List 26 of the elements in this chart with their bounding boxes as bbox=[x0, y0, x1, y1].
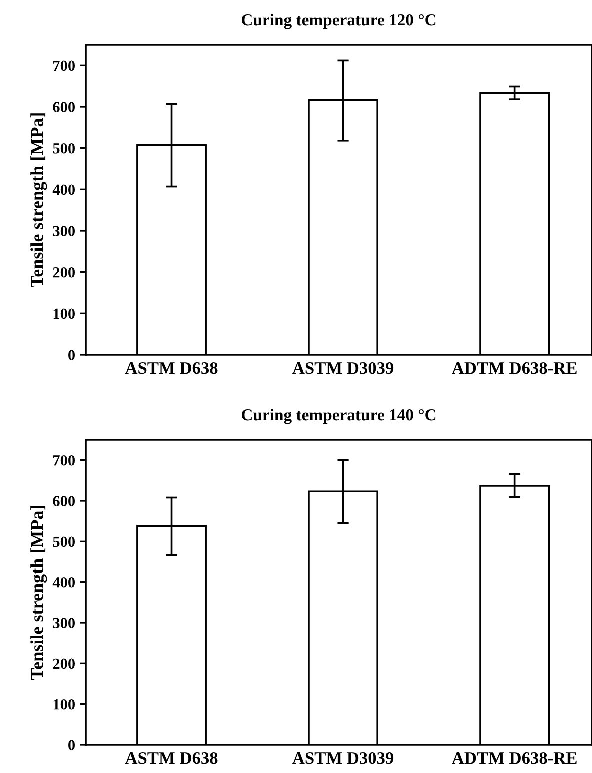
x-tick-label: ADTM D638-RE bbox=[452, 362, 577, 374]
x-tick-label: ASTM D638 bbox=[125, 362, 218, 374]
y-tick-label: 400 bbox=[52, 577, 75, 588]
chart-title: Curing temperature 140 °C bbox=[242, 408, 436, 424]
y-tick-label: 500 bbox=[53, 143, 75, 154]
x-tick-label: ADTM D638-RE bbox=[452, 752, 577, 764]
y-tick-label: 600 bbox=[53, 102, 75, 112]
y-tick-label: 200 bbox=[53, 267, 75, 278]
y-tick-label: 600 bbox=[53, 496, 75, 506]
y-tick-label: 700 bbox=[54, 455, 75, 466]
y-tick-label: 300 bbox=[53, 618, 75, 628]
y-tick-label: 100 bbox=[54, 699, 75, 710]
x-tick-label: ASTM D3039 bbox=[292, 362, 394, 374]
y-tick-label: 300 bbox=[53, 226, 75, 236]
x-tick-label: ASTM D638 bbox=[125, 752, 218, 764]
y-tick-label: 0 bbox=[68, 740, 75, 750]
y-axis-title: Tensile strength [MPa] bbox=[30, 506, 48, 680]
x-tick-label: ASTM D3039 bbox=[292, 752, 394, 764]
y-tick-label: 500 bbox=[53, 536, 75, 548]
y-tick-label: 0 bbox=[68, 350, 75, 360]
y-tick-label: 700 bbox=[54, 60, 75, 72]
y-tick-label: 100 bbox=[54, 308, 75, 320]
y-tick-label: 200 bbox=[53, 658, 75, 670]
y-axis-title: Tensile strength [MPa] bbox=[30, 114, 48, 288]
y-tick-label: 400 bbox=[52, 184, 75, 196]
chart-title: Curing temperature 120 °C bbox=[242, 14, 436, 30]
